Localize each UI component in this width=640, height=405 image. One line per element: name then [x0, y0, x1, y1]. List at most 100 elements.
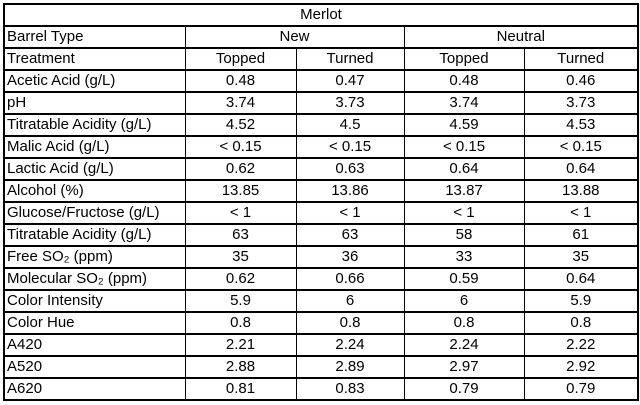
cell-value: < 0.15 — [523, 135, 639, 159]
cell-value: 2.22 — [523, 333, 639, 357]
cell-value: 33 — [403, 245, 525, 269]
cell-value: 0.66 — [295, 267, 405, 291]
table-header: Merlot Barrel Type New Neutral Treatment… — [3, 3, 639, 71]
cell-value: < 0.15 — [403, 135, 525, 159]
cell-value: 63 — [295, 223, 405, 247]
merlot-analysis-table: Merlot Barrel Type New Neutral Treatment… — [3, 3, 640, 401]
cell-value: 3.73 — [523, 91, 639, 115]
cell-value: 61 — [523, 223, 639, 247]
cell-value: < 1 — [403, 201, 525, 225]
cell-value: 0.47 — [295, 69, 405, 93]
table-row: Titratable Acidity (g/L) 63 63 58 61 — [3, 223, 639, 247]
table-row: Lactic Acid (g/L) 0.62 0.63 0.64 0.64 — [3, 157, 639, 181]
row-label: A520 — [3, 355, 186, 379]
barrel-type-new-header: New — [184, 25, 405, 49]
cell-value: 2.97 — [403, 355, 525, 379]
cell-value: 0.46 — [523, 69, 639, 93]
table-row: Color Hue 0.8 0.8 0.8 0.8 — [3, 311, 639, 335]
cell-value: 0.48 — [184, 69, 297, 93]
barrel-type-neutral-header: Neutral — [403, 25, 639, 49]
treatment-header-new-turned: Turned — [295, 47, 405, 71]
cell-value: 0.8 — [184, 311, 297, 335]
cell-value: < 0.15 — [184, 135, 297, 159]
table-row: Color Intensity 5.9 6 6 5.9 — [3, 289, 639, 313]
cell-value: 13.86 — [295, 179, 405, 203]
table-row: Malic Acid (g/L) < 0.15 < 0.15 < 0.15 < 0.15 — [3, 135, 639, 159]
cell-value: 6 — [403, 289, 525, 313]
row-label: Color Intensity — [3, 289, 186, 313]
row-label: Acetic Acid (g/L) — [3, 69, 186, 93]
cell-value: 3.73 — [295, 91, 405, 115]
cell-value: 13.87 — [403, 179, 525, 203]
cell-value: 2.21 — [184, 333, 297, 357]
cell-value: 0.59 — [403, 267, 525, 291]
cell-value: 2.24 — [295, 333, 405, 357]
cell-value: 2.92 — [523, 355, 639, 379]
cell-value: 0.8 — [403, 311, 525, 335]
cell-value: 58 — [403, 223, 525, 247]
table-row: A520 2.88 2.89 2.97 2.92 — [3, 355, 639, 379]
cell-value: 0.62 — [184, 267, 297, 291]
row-label: Titratable Acidity (g/L) — [3, 223, 186, 247]
row-label: Glucose/Fructose (g/L) — [3, 201, 186, 225]
cell-value: 5.9 — [184, 289, 297, 313]
cell-value: 3.74 — [403, 91, 525, 115]
cell-value: 4.53 — [523, 113, 639, 137]
title-row: Merlot — [3, 3, 639, 27]
table-row: Glucose/Fructose (g/L) < 1 < 1 < 1 < 1 — [3, 201, 639, 225]
table-row: A620 0.81 0.83 0.79 0.79 — [3, 377, 639, 401]
cell-value: 0.63 — [295, 157, 405, 181]
cell-value: 0.79 — [403, 377, 525, 401]
cell-value: 2.24 — [403, 333, 525, 357]
treatment-label: Treatment — [3, 47, 186, 71]
cell-value: 0.8 — [523, 311, 639, 335]
cell-value: 0.64 — [403, 157, 525, 181]
table-row: pH 3.74 3.73 3.74 3.73 — [3, 91, 639, 115]
cell-value: 0.83 — [295, 377, 405, 401]
cell-value: 5.9 — [523, 289, 639, 313]
row-label: Titratable Acidity (g/L) — [3, 113, 186, 137]
cell-value: 0.64 — [523, 267, 639, 291]
row-label: A420 — [3, 333, 186, 357]
barrel-type-row: Barrel Type New Neutral — [3, 25, 639, 49]
cell-value: 63 — [184, 223, 297, 247]
cell-value: < 1 — [295, 201, 405, 225]
row-label: Alcohol (%) — [3, 179, 186, 203]
cell-value: 6 — [295, 289, 405, 313]
row-label: Color Hue — [3, 311, 186, 335]
treatment-header-new-topped: Topped — [184, 47, 297, 71]
table-row: Free SO₂ (ppm) 35 36 33 35 — [3, 245, 639, 269]
treatment-row: Treatment Topped Turned Topped Turned — [3, 47, 639, 71]
table-row: Alcohol (%) 13.85 13.86 13.87 13.88 — [3, 179, 639, 203]
cell-value: 0.48 — [403, 69, 525, 93]
table-title: Merlot — [3, 3, 639, 27]
cell-value: < 0.15 — [295, 135, 405, 159]
cell-value: 2.88 — [184, 355, 297, 379]
row-label: Lactic Acid (g/L) — [3, 157, 186, 181]
row-label: Free SO₂ (ppm) — [3, 245, 186, 269]
table-row: Acetic Acid (g/L) 0.48 0.47 0.48 0.46 — [3, 69, 639, 93]
cell-value: 35 — [523, 245, 639, 269]
cell-value: 4.59 — [403, 113, 525, 137]
cell-value: 13.88 — [523, 179, 639, 203]
cell-value: 2.89 — [295, 355, 405, 379]
cell-value: 0.64 — [523, 157, 639, 181]
treatment-header-neutral-topped: Topped — [403, 47, 525, 71]
cell-value: 36 — [295, 245, 405, 269]
cell-value: 0.81 — [184, 377, 297, 401]
row-label: A620 — [3, 377, 186, 401]
cell-value: 4.5 — [295, 113, 405, 137]
row-label: Molecular SO₂ (ppm) — [3, 267, 186, 291]
cell-value: 0.79 — [523, 377, 639, 401]
cell-value: < 1 — [523, 201, 639, 225]
treatment-header-neutral-turned: Turned — [523, 47, 639, 71]
row-label: pH — [3, 91, 186, 115]
row-label: Malic Acid (g/L) — [3, 135, 186, 159]
barrel-type-label: Barrel Type — [3, 25, 186, 49]
cell-value: 0.8 — [295, 311, 405, 335]
cell-value: 0.62 — [184, 157, 297, 181]
table-row: A420 2.21 2.24 2.24 2.22 — [3, 333, 639, 357]
cell-value: 3.74 — [184, 91, 297, 115]
table-row: Molecular SO₂ (ppm) 0.62 0.66 0.59 0.64 — [3, 267, 639, 291]
table-body: Acetic Acid (g/L) 0.48 0.47 0.48 0.46 pH 3.74 3… — [3, 69, 639, 401]
